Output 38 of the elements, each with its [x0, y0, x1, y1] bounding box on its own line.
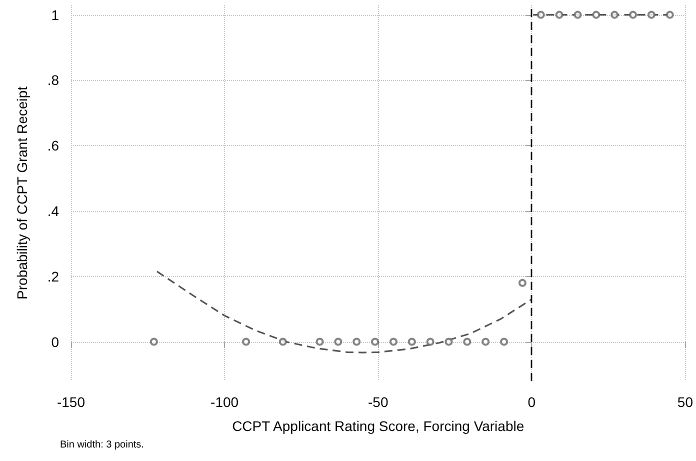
- x-tick-label: 0: [528, 394, 536, 410]
- point: [371, 338, 380, 346]
- y-axis-title: Probability of CCPT Grant Receipt: [14, 86, 30, 300]
- x-tick-label: -150: [56, 394, 86, 410]
- x-tick-label: 50: [677, 394, 694, 410]
- point: [610, 10, 619, 19]
- point: [592, 10, 600, 19]
- y-tick-label: .6: [47, 138, 60, 154]
- point: [389, 338, 398, 346]
- point: [482, 338, 490, 346]
- x-tick-label: -50: [368, 394, 388, 410]
- point: [647, 10, 656, 19]
- point: [426, 338, 434, 346]
- point: [242, 338, 250, 346]
- point: [629, 10, 638, 19]
- y-tick-label: 0: [51, 334, 60, 350]
- point: [574, 10, 582, 19]
- point: [316, 338, 324, 346]
- y-tick-label: 1: [51, 6, 60, 23]
- x-tick-label: -100: [210, 394, 239, 410]
- text: Bin width: 3 points.: [60, 440, 144, 450]
- point: [500, 338, 508, 346]
- point: [334, 338, 342, 346]
- y-tick-label: .2: [47, 268, 60, 284]
- point: [444, 338, 453, 346]
- x-axis-title: CCPT Applicant Rating Score, Forcing Variable: [232, 418, 524, 434]
- point: [352, 338, 361, 346]
- point: [555, 10, 564, 19]
- y-tick-label: .8: [47, 72, 60, 88]
- y-tick-label: .4: [47, 202, 60, 219]
- point: [463, 338, 472, 346]
- line-series: [156, 270, 532, 354]
- point: [150, 338, 158, 346]
- point: [518, 278, 526, 287]
- point: [536, 10, 545, 19]
- point: [408, 338, 416, 346]
- point: [666, 10, 674, 19]
- point: [278, 338, 287, 346]
